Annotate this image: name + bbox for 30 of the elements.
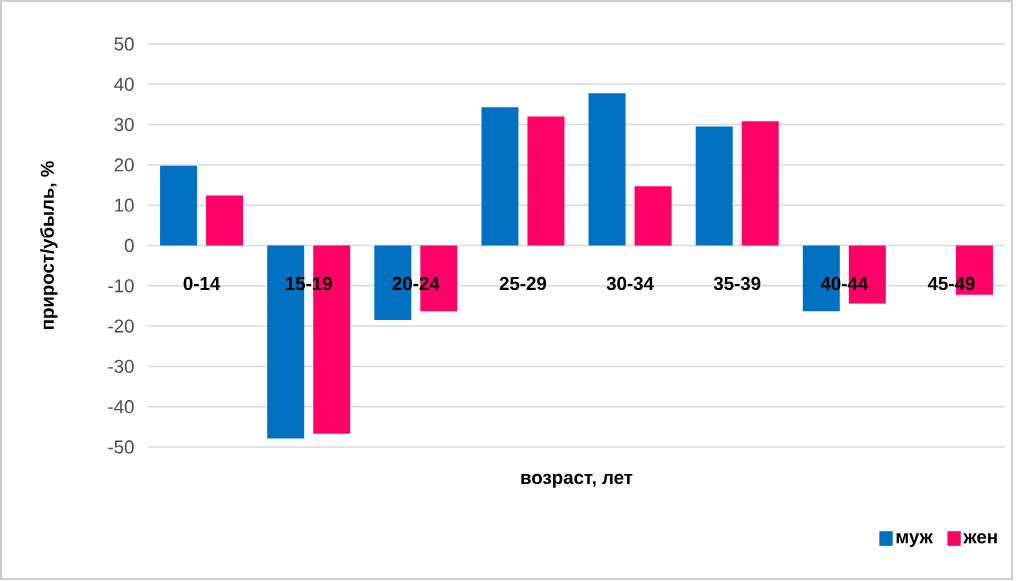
x-tick-label: 15-19 bbox=[286, 276, 332, 291]
y-tick-label: 20 bbox=[114, 158, 134, 172]
y-tick-label: -50 bbox=[108, 440, 134, 454]
y-tick-label: -10 bbox=[108, 279, 134, 293]
x-tick-label: 35-39 bbox=[713, 276, 761, 291]
bar bbox=[481, 107, 519, 246]
x-tick-label: 25-29 bbox=[499, 276, 547, 291]
y-axis-title: прирост/убыль, % bbox=[40, 161, 58, 329]
bar bbox=[206, 195, 244, 246]
y-tick-label: -30 bbox=[108, 359, 134, 373]
y-tick-label: 40 bbox=[114, 77, 134, 91]
x-tick-label: 40-44 bbox=[820, 276, 869, 291]
y-tick-label: 50 bbox=[114, 37, 134, 51]
y-tick-label: 30 bbox=[114, 117, 134, 132]
legend-label: жен bbox=[963, 533, 997, 544]
bar bbox=[695, 126, 733, 246]
legend-label: муж bbox=[896, 533, 933, 547]
bar bbox=[634, 186, 672, 246]
bar bbox=[160, 165, 198, 246]
bar bbox=[588, 93, 626, 246]
y-tick-label: -40 bbox=[108, 400, 134, 414]
bar bbox=[527, 116, 565, 246]
y-tick-label: 10 bbox=[115, 198, 134, 212]
x-tick-label: 0-14 bbox=[183, 276, 221, 291]
y-tick-label: -20 bbox=[108, 319, 134, 333]
y-tick-label: 0 bbox=[124, 238, 134, 253]
bar bbox=[741, 121, 779, 246]
x-axis-title: возраст, лет bbox=[521, 473, 633, 488]
x-tick-label: 30-34 bbox=[606, 276, 654, 291]
x-tick-label: 20-24 bbox=[392, 276, 440, 291]
